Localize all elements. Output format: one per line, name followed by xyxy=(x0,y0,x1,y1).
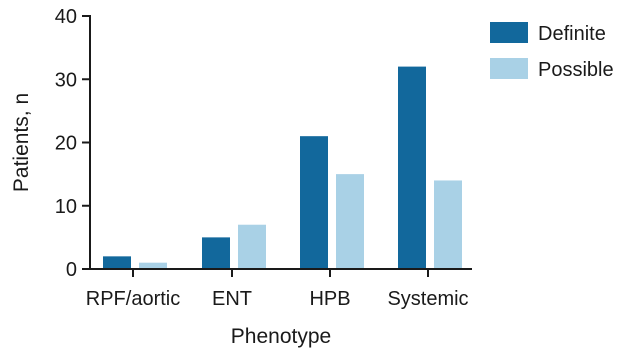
y-tick-label: 0 xyxy=(66,259,77,281)
bar-definite-ent xyxy=(202,237,230,269)
legend-label-possible: Possible xyxy=(538,59,614,81)
bar-definite-hpb xyxy=(300,136,328,269)
legend-swatch-possible xyxy=(490,58,528,79)
y-axis-title: Patients, n xyxy=(10,93,33,192)
x-tick-label: RPF/aortic xyxy=(86,288,180,310)
x-axis: RPF/aortic ENT HPB Systemic xyxy=(86,268,472,310)
bar-definite-systemic xyxy=(398,66,426,269)
plot-bars xyxy=(103,66,462,269)
bar-possible-hpb xyxy=(336,174,364,269)
x-axis-title: Phenotype xyxy=(231,325,331,348)
y-tick-label: 10 xyxy=(55,196,77,218)
bar-possible-systemic xyxy=(434,180,462,269)
x-tick-label: ENT xyxy=(212,288,252,310)
legend-swatch-definite xyxy=(490,22,528,43)
bar-possible-rpf-aortic xyxy=(139,262,167,269)
y-tick-label: 40 xyxy=(55,6,77,28)
x-tick-label: HPB xyxy=(309,288,350,310)
y-tick-label: 20 xyxy=(55,133,77,155)
y-axis: 0 10 20 30 40 xyxy=(55,6,91,281)
bar-definite-rpf-aortic xyxy=(103,256,131,269)
y-tick-label: 30 xyxy=(55,69,77,91)
bar-possible-ent xyxy=(238,224,266,269)
legend: Definite Possible xyxy=(490,22,614,81)
legend-label-definite: Definite xyxy=(538,23,606,45)
x-tick-label: Systemic xyxy=(387,288,468,310)
